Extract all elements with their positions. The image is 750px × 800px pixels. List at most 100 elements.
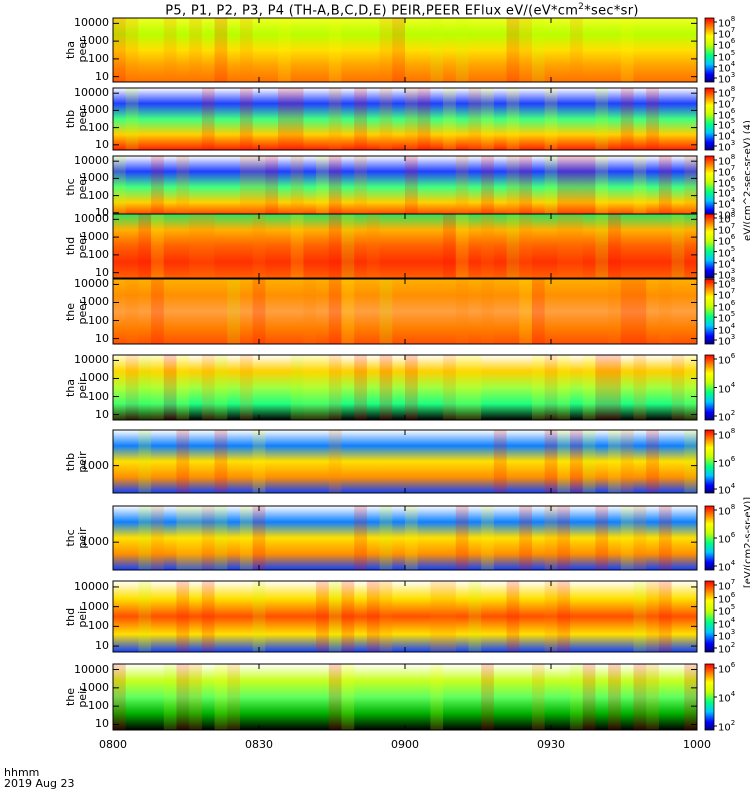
colorbar	[705, 156, 714, 218]
colorbar	[705, 506, 714, 570]
y-tick-label: 10000	[69, 212, 109, 225]
time-variation-band	[545, 581, 558, 652]
time-variation-band	[329, 279, 342, 344]
time-variation-band	[468, 581, 481, 652]
time-variation-band	[367, 214, 380, 278]
time-variation-band	[659, 506, 672, 570]
time-variation-band	[519, 506, 532, 570]
x-tick-label: 0900	[385, 738, 425, 751]
time-variation-band	[113, 18, 126, 82]
time-variation-band	[430, 18, 443, 82]
colorbar-tick-label: 106	[718, 532, 735, 545]
time-variation-band	[684, 355, 697, 420]
time-variation-band	[646, 430, 659, 493]
colorbar	[705, 279, 714, 344]
time-variation-band	[583, 156, 596, 218]
spectrogram-image	[113, 581, 697, 652]
time-variation-band	[138, 581, 151, 652]
colorbar-tick-label: 102	[718, 410, 735, 423]
panel-ylabel: thc peir	[65, 523, 89, 553]
y-tick-label: 10	[69, 639, 109, 652]
time-variation-band	[380, 506, 393, 570]
panel-thb-peir	[113, 430, 717, 493]
time-variation-band	[443, 355, 456, 420]
time-variation-band	[456, 506, 469, 570]
panel-ylabel: thc peer	[65, 172, 89, 202]
colorbar-tick-label: 103	[718, 140, 735, 153]
time-variation-band	[532, 355, 545, 420]
time-variation-band	[595, 506, 608, 570]
time-variation-band	[240, 506, 253, 570]
y-tick-label: 10000	[69, 16, 109, 29]
panel-thc-peer	[113, 156, 717, 218]
y-tick-label: 10	[69, 717, 109, 730]
time-variation-band	[557, 355, 570, 420]
time-variation-band	[164, 18, 177, 82]
colorbar-tick-label: 104	[718, 483, 735, 496]
colorbar-tick-label: 106	[718, 353, 735, 366]
panel-tha-peir	[113, 355, 717, 420]
time-variation-band	[253, 581, 266, 652]
panel-ylabel-species: peer	[77, 104, 89, 134]
time-variation-band	[189, 18, 202, 82]
time-variation-band	[684, 430, 697, 493]
panel-ylabel-species: peer	[77, 35, 89, 65]
time-variation-band	[291, 156, 304, 218]
time-variation-band	[672, 355, 685, 420]
time-variation-band	[354, 355, 367, 420]
y-tick-label: 10000	[69, 154, 109, 167]
time-variation-band	[557, 581, 570, 652]
time-variation-band	[405, 355, 418, 420]
date-label: 2019 Aug 23	[4, 777, 74, 790]
time-variation-band	[126, 88, 139, 150]
time-variation-band	[151, 355, 164, 420]
time-variation-band	[316, 355, 329, 420]
colorbar-tick-label: 103	[718, 72, 735, 85]
time-variation-band	[507, 18, 520, 82]
y-tick-label: 10000	[69, 580, 109, 593]
panel-ylabel: thd peer	[65, 231, 89, 261]
time-variation-band	[253, 279, 266, 344]
time-variation-band	[342, 581, 355, 652]
y-tick-label: 10	[69, 332, 109, 345]
colorbar-tick-label: 102	[718, 720, 735, 733]
panel-ylabel: tha peir	[65, 373, 89, 403]
time-variation-band	[316, 156, 329, 218]
time-variation-band	[265, 156, 278, 218]
panel-thb-peer	[113, 88, 717, 150]
time-variation-band	[646, 88, 659, 150]
time-variation-band	[430, 581, 443, 652]
colorbar-units-peir: [eV/(cm2-s-sr-eV)]	[743, 355, 750, 730]
time-variation-band	[659, 581, 672, 652]
time-variation-band	[481, 279, 494, 344]
time-variation-band	[215, 355, 228, 420]
y-tick-label: 10	[69, 70, 109, 83]
colorbar	[705, 581, 714, 652]
time-variation-band	[138, 506, 151, 570]
time-variation-band	[583, 430, 596, 493]
colorbar-tick-label: 104	[718, 691, 735, 704]
time-variation-band	[113, 664, 126, 730]
time-variation-band	[481, 214, 494, 278]
colorbar	[705, 664, 714, 730]
time-variation-band	[202, 88, 215, 150]
time-variation-band	[176, 506, 189, 570]
colorbar	[705, 355, 714, 420]
x-tick-label: 0800	[93, 738, 133, 751]
time-variation-band	[215, 506, 228, 570]
time-variation-band	[507, 88, 520, 150]
time-variation-band	[380, 88, 393, 150]
colorbar-tick-label: 102	[718, 642, 735, 655]
time-variation-band	[519, 279, 532, 344]
time-variation-band	[291, 214, 304, 278]
time-variation-band	[189, 214, 202, 278]
time-variation-band	[608, 355, 621, 420]
time-variation-band	[380, 279, 393, 344]
time-variation-band	[329, 156, 342, 218]
time-variation-band	[240, 156, 253, 218]
time-variation-band	[405, 88, 418, 150]
time-variation-band	[189, 664, 202, 730]
panel-thc-peir	[113, 506, 717, 570]
time-variation-band	[113, 355, 126, 420]
panel-ylabel: the peer	[65, 297, 89, 327]
